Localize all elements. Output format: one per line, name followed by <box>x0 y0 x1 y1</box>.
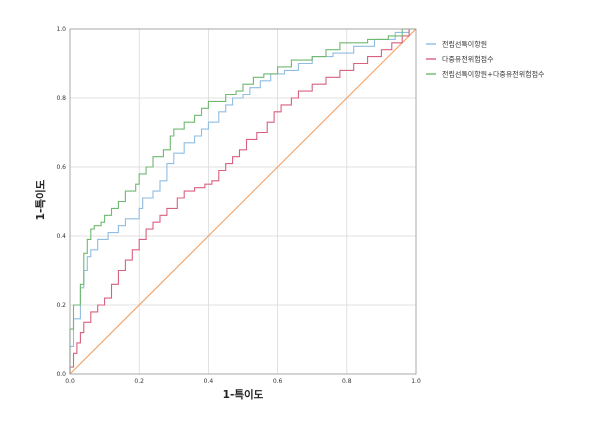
legend-label-3: 전립선특이항원+다중유전위험점수 <box>442 70 545 79</box>
x-tick-label: 0.2 <box>134 378 144 385</box>
y-tick-label: 0.4 <box>56 233 66 240</box>
series-line-3 <box>69 28 416 374</box>
y-tick-label: 1.0 <box>56 26 66 33</box>
tick-labels: 0.0 0.2 0.4 0.6 0.8 1.0 0.0 0.2 0.4 0.6 0.8 1.0 <box>56 26 420 385</box>
plot-frame <box>69 28 417 375</box>
x-tick-label: 0.4 <box>204 378 214 385</box>
y-tick-label: 0.0 <box>56 371 66 378</box>
y-axis-title: 1-특이도 <box>34 179 47 220</box>
reference-line-layer <box>69 28 417 375</box>
y-tick-label: 0.2 <box>56 302 66 309</box>
x-tick-label: 1.0 <box>411 378 421 385</box>
x-tick-label: 0.6 <box>273 378 283 385</box>
legend-label-2: 다중유전위험점수 <box>442 55 494 64</box>
x-axis-title: 1-특이도 <box>223 388 264 401</box>
y-tick-label: 0.8 <box>56 95 66 102</box>
legend-label-1: 전립선특이항원 <box>442 40 487 49</box>
y-tick-label: 0.6 <box>56 164 66 171</box>
series-layer <box>69 28 416 374</box>
series-line-1 <box>69 28 416 374</box>
x-tick-label: 0.8 <box>342 378 352 385</box>
reference-diagonal-line <box>69 28 417 375</box>
x-tick-label: 0.0 <box>65 378 75 385</box>
series-line-2 <box>69 28 416 374</box>
